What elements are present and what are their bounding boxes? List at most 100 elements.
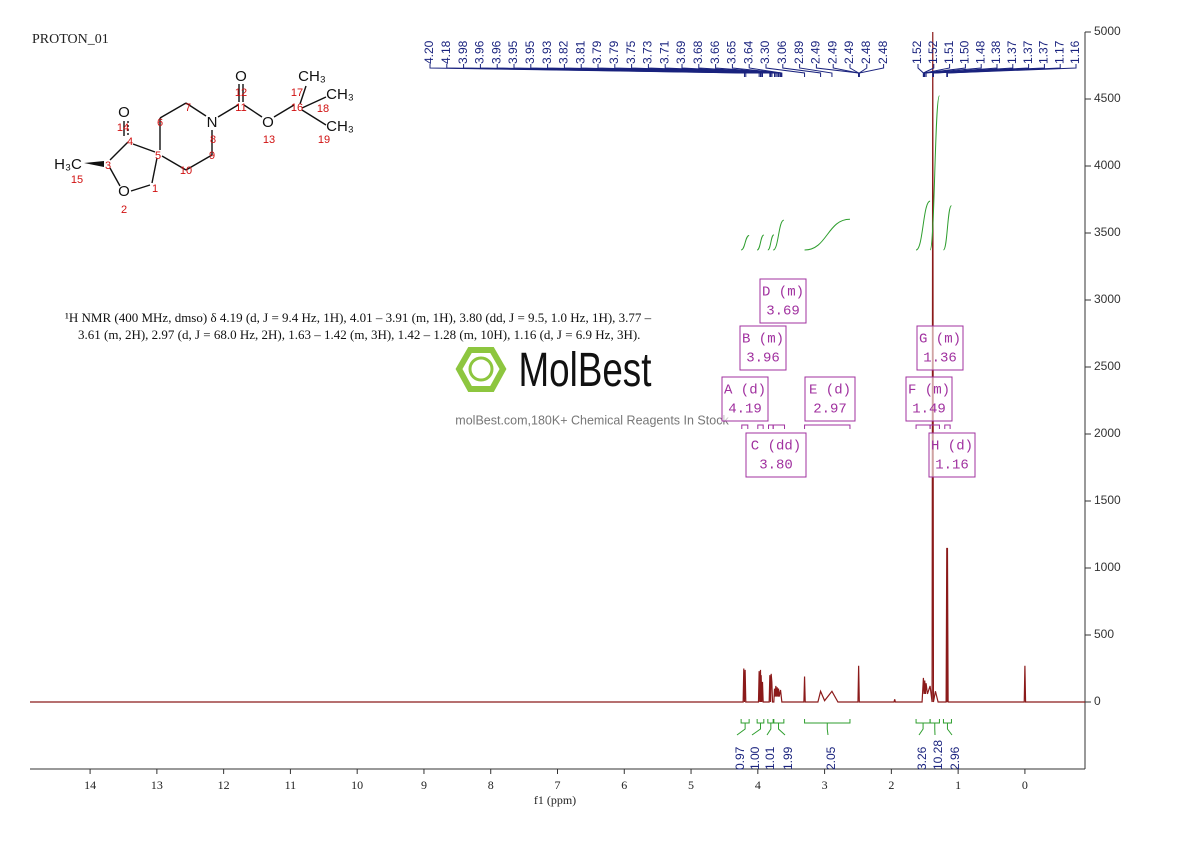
watermark-brand: MolBest <box>519 343 652 397</box>
x-tick-label: 5 <box>688 778 694 792</box>
multiplet-range <box>741 424 749 429</box>
integral-bracket <box>942 719 953 736</box>
multiplet-range <box>768 424 774 429</box>
x-tick-label: 14 <box>84 778 96 792</box>
atom-number: 8 <box>210 134 216 146</box>
watermark-tagline: molBest.com,180K+ Chemical Reagents In S… <box>455 413 729 427</box>
integral-label: 2.96 <box>948 746 962 770</box>
peak-label: 2.49 <box>809 40 823 64</box>
atom-label: O <box>118 104 130 121</box>
multiplet-range <box>944 424 951 429</box>
multiplet-name: H (d) <box>931 439 973 455</box>
peak-label: 1.37 <box>1005 40 1019 64</box>
integral-bracket <box>804 719 851 736</box>
x-tick-label: 9 <box>421 778 427 792</box>
y-tick-label: 500 <box>1094 627 1114 641</box>
peak-label: 1.48 <box>973 40 987 64</box>
multiplet-name: F (m) <box>908 383 950 399</box>
y-tick-label: 4500 <box>1094 91 1121 105</box>
atom-label: CH₃ <box>326 118 354 135</box>
atom-number: 1 <box>152 183 158 195</box>
peak-connector <box>925 64 982 77</box>
y-tick-label: 1000 <box>1094 560 1121 574</box>
atom-number: 14 <box>117 122 129 134</box>
peak-connector <box>922 64 935 77</box>
multiplet-box <box>759 278 807 324</box>
peak-connector <box>858 64 868 77</box>
atom-number: 10 <box>180 165 192 177</box>
atom-label: CH₃ <box>298 68 326 85</box>
atom-number: 15 <box>71 174 83 186</box>
peak-label: 3.82 <box>557 40 571 64</box>
y-tick-label: 4000 <box>1094 158 1121 172</box>
multiplet-name: G (m) <box>919 332 961 348</box>
peak-label: 3.95 <box>506 40 520 64</box>
peak-connector <box>849 64 860 77</box>
x-tick-label: 0 <box>1022 778 1028 792</box>
integral-bracket <box>766 719 775 736</box>
integral-bracket <box>929 719 940 736</box>
multiplet-shift: 1.16 <box>935 458 969 474</box>
multiplet-box <box>745 432 807 478</box>
atom-number: 19 <box>318 134 330 146</box>
nmr-description: ¹H NMR (400 MHz, dmso) δ 4.19 (d, J = 9.… <box>65 310 652 342</box>
multiplet-range <box>929 424 940 429</box>
x-tick-label: 3 <box>822 778 828 792</box>
integral-label: 10.28 <box>931 740 945 770</box>
peak-connector <box>731 64 782 77</box>
peak-label: 1.52 <box>910 40 924 64</box>
peak-connector <box>698 64 780 77</box>
integral-curve <box>767 234 775 251</box>
atom-number: 17 <box>291 87 303 99</box>
peak-label: 2.49 <box>842 40 856 64</box>
atom-number: 18 <box>317 103 329 115</box>
multiplet-shift: 3.80 <box>759 458 793 474</box>
multiplet-name: E (d) <box>809 383 851 399</box>
peak-connector <box>765 64 806 77</box>
peak-connector <box>815 64 860 77</box>
peak-connector <box>782 64 822 77</box>
atom-number: 12 <box>235 87 247 99</box>
atom-number: 4 <box>127 136 133 148</box>
peak-connector <box>923 64 951 77</box>
atom-label: N <box>207 114 218 131</box>
x-tick-label: 11 <box>285 778 297 792</box>
peak-label: 4.20 <box>422 40 436 64</box>
peak-connector <box>748 64 783 77</box>
peak-label: 3.06 <box>775 40 789 64</box>
y-tick-label: 1500 <box>1094 493 1121 507</box>
multiplet-range <box>915 424 931 429</box>
x-tick-label: 2 <box>888 778 894 792</box>
multiplet-range <box>757 424 764 429</box>
multiplet-name: B (m) <box>742 332 784 348</box>
peak-label: 3.79 <box>590 40 604 64</box>
x-axis-label: f1 (ppm) <box>534 793 576 807</box>
atom-label: H₃C <box>54 156 82 173</box>
atom-number: 6 <box>157 117 163 129</box>
peak-connector <box>932 64 998 77</box>
peak-label: 1.51 <box>942 40 956 64</box>
atom-number: 9 <box>209 150 215 162</box>
multiplet-box <box>721 376 769 422</box>
peak-label: 1.37 <box>1021 40 1035 64</box>
y-tick-label: 5000 <box>1094 24 1121 38</box>
integral-label: 2.05 <box>824 746 838 770</box>
x-tick-label: 8 <box>488 778 494 792</box>
peak-label: 1.38 <box>989 40 1003 64</box>
peak-connector <box>917 64 924 77</box>
atom-label: CH₃ <box>326 86 354 103</box>
integral-label: 1.00 <box>748 746 762 770</box>
watermark-logo-ring <box>468 356 494 382</box>
integral-label: 0.97 <box>733 746 747 770</box>
peak-label: 1.52 <box>926 40 940 64</box>
peak-label: 3.66 <box>708 40 722 64</box>
peak-connector <box>932 64 1045 77</box>
structure-bonds <box>109 84 327 192</box>
multiplet-range <box>804 424 851 429</box>
integral-curve <box>772 219 785 251</box>
atom-number: 7 <box>185 102 191 114</box>
x-tick-label: 13 <box>151 778 163 792</box>
integral-label: 3.26 <box>915 746 929 770</box>
multiplet-box <box>804 376 856 422</box>
peak-label: 4.18 <box>439 40 453 64</box>
